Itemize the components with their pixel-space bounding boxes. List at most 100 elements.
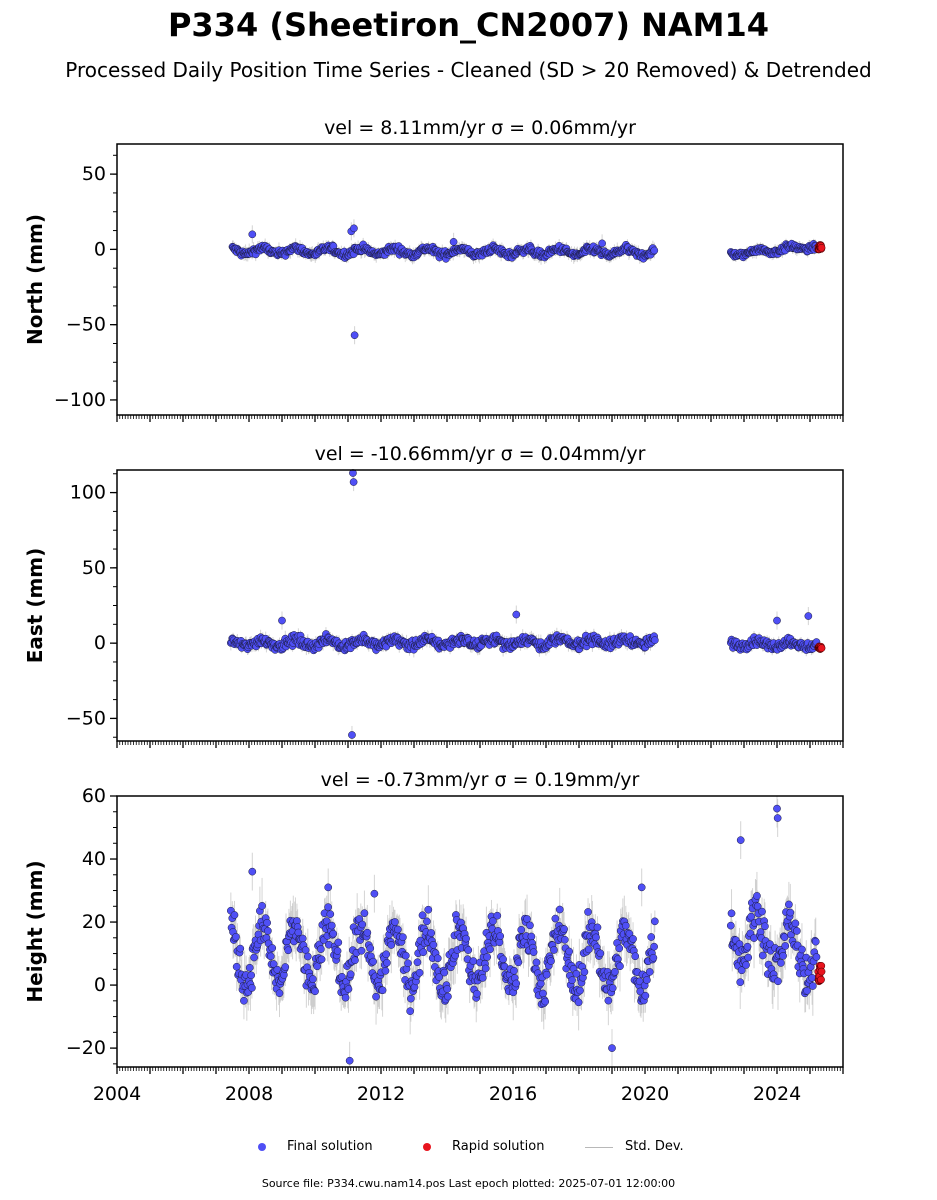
final-solution-point bbox=[580, 968, 589, 976]
final-solution-point bbox=[742, 961, 750, 969]
final-solution-point bbox=[736, 836, 745, 844]
final-solution-point bbox=[423, 917, 431, 926]
final-solution-point bbox=[779, 952, 787, 960]
final-solution-point bbox=[608, 1044, 616, 1052]
final-solution-point bbox=[736, 978, 745, 987]
final-solution-point bbox=[381, 967, 390, 975]
final-solution-point bbox=[317, 955, 326, 964]
final-solution-point bbox=[401, 951, 410, 960]
final-solution-point bbox=[419, 948, 428, 957]
final-solution-point bbox=[393, 925, 402, 934]
final-solution-point bbox=[758, 907, 766, 916]
final-solution-point bbox=[326, 910, 335, 918]
final-solution-point bbox=[369, 957, 377, 966]
final-solution-point bbox=[753, 892, 761, 900]
final-solution-point bbox=[366, 944, 375, 953]
final-solution-point bbox=[311, 987, 319, 996]
final-solution-point bbox=[309, 975, 317, 983]
final-solution-point bbox=[596, 949, 605, 958]
plot-frame bbox=[116, 143, 844, 416]
final-solution-point bbox=[383, 958, 391, 967]
final-solution-point bbox=[793, 927, 801, 935]
final-solution-point bbox=[574, 998, 583, 1007]
final-solution-point bbox=[637, 883, 646, 892]
final-solution-point bbox=[443, 985, 452, 993]
y-tick-label: −50 bbox=[66, 707, 106, 729]
panel-1: vel = 8.11mm/yr σ = 0.06mm/yr North (mm) 5… bbox=[23, 117, 844, 422]
final-solution-point bbox=[281, 963, 290, 971]
final-solution-point bbox=[462, 934, 470, 943]
y-tick-label: 0 bbox=[94, 238, 106, 260]
final-solution-point bbox=[532, 958, 541, 967]
y-axis-label: Height (mm) bbox=[23, 860, 47, 1002]
final-solution-point bbox=[427, 929, 436, 937]
figure-subtitle: Processed Daily Position Time Series - C… bbox=[65, 58, 872, 82]
final-solution-point bbox=[415, 968, 424, 977]
final-solution-point bbox=[541, 997, 550, 1006]
final-solution-point bbox=[478, 974, 487, 982]
final-solution-point bbox=[268, 944, 277, 952]
final-solution-point bbox=[758, 951, 767, 960]
final-solution-point bbox=[481, 964, 490, 973]
final-solution-point bbox=[647, 933, 656, 941]
figure-title: P334 (Sheetiron_CN2007) NAM14 bbox=[167, 6, 770, 44]
final-solution-point bbox=[294, 928, 303, 937]
final-solution-point bbox=[266, 952, 275, 961]
final-solution-point bbox=[230, 911, 239, 919]
final-solution-point bbox=[391, 918, 399, 926]
final-solution-point bbox=[418, 911, 427, 920]
final-solution-point bbox=[333, 947, 342, 955]
final-solution-point bbox=[523, 915, 531, 923]
rapid-solution-point bbox=[817, 975, 825, 984]
final-solution-point bbox=[334, 938, 343, 947]
final-solution-point bbox=[275, 989, 284, 998]
final-solution-point bbox=[493, 911, 502, 920]
rapid-solution-point bbox=[817, 644, 826, 653]
y-axis-label: East (mm) bbox=[23, 548, 47, 664]
final-solution-point bbox=[351, 956, 359, 965]
final-solution-point bbox=[517, 926, 526, 934]
final-solution-point bbox=[404, 959, 412, 968]
final-solution-point bbox=[324, 903, 332, 911]
final-solution-point bbox=[496, 932, 505, 940]
final-solution-point bbox=[791, 919, 800, 928]
final-solution-point bbox=[424, 905, 433, 914]
final-solution-point bbox=[245, 963, 254, 972]
plot-frame bbox=[116, 469, 844, 742]
panel-title: vel = -10.66mm/yr σ = 0.04mm/yr bbox=[315, 443, 646, 465]
final-solution-point bbox=[568, 976, 576, 985]
final-solution-point bbox=[743, 942, 752, 951]
final-solution-point bbox=[547, 957, 555, 965]
final-solution-point bbox=[812, 953, 821, 961]
final-solution-point bbox=[303, 952, 312, 961]
final-solution-point bbox=[250, 953, 258, 962]
final-solution-point bbox=[345, 1056, 354, 1065]
final-solution-point bbox=[615, 944, 624, 953]
final-solution-point bbox=[593, 923, 602, 932]
y-tick-label: 50 bbox=[82, 557, 106, 579]
final-solution-point bbox=[551, 914, 560, 923]
final-solution-point bbox=[631, 952, 640, 961]
final-solution-point bbox=[429, 941, 438, 949]
panel-2: vel = -10.66mm/yr σ = 0.04mm/yr East (mm)… bbox=[23, 443, 844, 748]
final-solution-point bbox=[301, 946, 310, 954]
final-solution-point bbox=[469, 957, 478, 965]
final-solution-point bbox=[774, 977, 782, 986]
final-solution-point bbox=[727, 909, 736, 918]
final-solution-point bbox=[550, 946, 558, 954]
final-solution-point bbox=[387, 941, 396, 949]
final-solution-point bbox=[527, 932, 536, 941]
final-solution-point bbox=[598, 239, 606, 248]
final-solution-point bbox=[584, 945, 593, 954]
final-solution-point bbox=[324, 883, 333, 892]
final-solution-point bbox=[264, 927, 272, 935]
final-solution-point bbox=[363, 928, 372, 937]
y-tick-label: −50 bbox=[66, 314, 106, 336]
final-solution-point bbox=[811, 937, 820, 946]
panel-title: vel = 8.11mm/yr σ = 0.06mm/yr bbox=[324, 117, 636, 139]
final-solution-point bbox=[526, 921, 534, 930]
final-solution-point bbox=[406, 1007, 415, 1016]
final-solution-point bbox=[592, 933, 600, 942]
panel-3: vel = -0.73mm/yr σ = 0.19mm/yr Height (mm… bbox=[23, 769, 844, 1105]
final-solution-point bbox=[499, 955, 507, 964]
